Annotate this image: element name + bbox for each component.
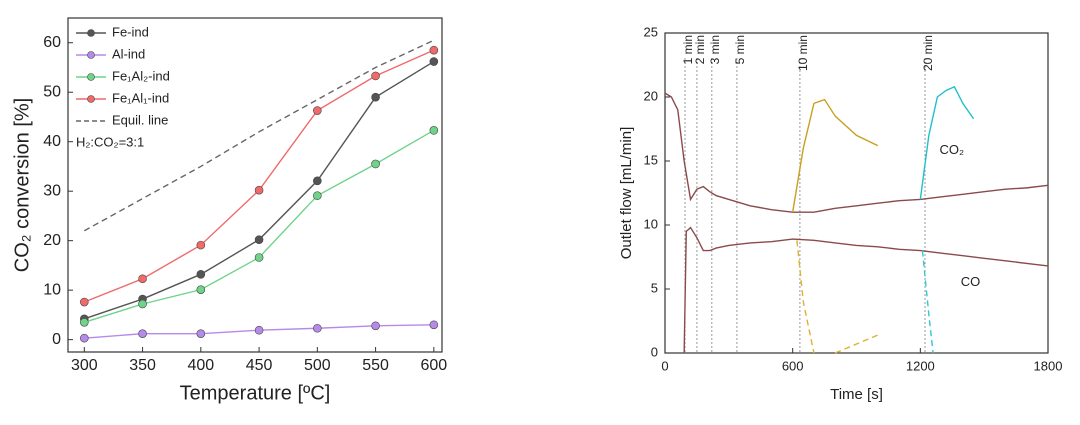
data-point <box>80 297 89 307</box>
data-point <box>138 299 147 309</box>
data-point <box>371 321 380 331</box>
series-line <box>83 39 435 232</box>
y-tick-label: 5 <box>651 280 658 295</box>
data-point <box>138 274 147 284</box>
data-point <box>254 235 264 244</box>
x-tick-label: 550 <box>362 357 389 374</box>
x-tick-label: 0 <box>661 358 668 373</box>
series-line <box>664 92 1049 213</box>
data-point <box>371 71 380 81</box>
legend-label: Fe₁Al₂-ind <box>112 68 170 83</box>
data-point <box>196 329 206 338</box>
y-tick-label: 10 <box>644 216 658 231</box>
series-label: CO₂ <box>939 142 964 157</box>
time-marker-label: 1 min <box>681 35 695 64</box>
data-point <box>138 329 147 338</box>
series-line <box>683 226 1049 354</box>
data-point <box>371 159 380 169</box>
series-line <box>791 98 879 213</box>
x-tick-label: 600 <box>420 357 447 374</box>
data-point <box>80 333 89 343</box>
time-marker-label: 3 min <box>708 35 722 64</box>
y-tick-label: 25 <box>644 24 658 39</box>
legend-label: Fe-ind <box>112 24 149 39</box>
series-line <box>921 250 934 354</box>
data-point <box>371 92 380 102</box>
legend-marker <box>87 73 95 81</box>
x-tick-label: 500 <box>304 357 331 374</box>
data-point <box>254 253 264 262</box>
series-line <box>796 240 879 354</box>
data-point <box>254 325 264 335</box>
y-tick-label: 60 <box>43 34 61 51</box>
x-axis-label: Temperature [ºC] <box>180 382 331 404</box>
plot-frame <box>67 17 443 353</box>
y-tick-label: 20 <box>43 232 61 249</box>
data-point <box>313 323 322 333</box>
x-tick-label: 350 <box>129 357 156 374</box>
data-point <box>196 270 206 279</box>
legend-label: Al-ind <box>112 46 145 61</box>
y-tick-label: 40 <box>43 133 61 150</box>
annotation: H₂:CO₂=3:1 <box>76 134 144 149</box>
x-tick-label: 600 <box>782 358 804 373</box>
data-point <box>196 285 206 294</box>
data-point <box>429 45 439 55</box>
x-tick-label: 400 <box>187 357 214 374</box>
data-point <box>429 57 439 66</box>
legend-marker <box>87 29 95 37</box>
y-tick-label: 50 <box>43 83 61 100</box>
legend-label: Fe₁Al₁-ind <box>112 90 169 105</box>
time-marker-label: 5 min <box>733 35 747 64</box>
series-line <box>84 49 435 303</box>
y-tick-label: 15 <box>644 152 658 167</box>
y-axis-label: CO₂ conversion [%] <box>11 98 33 273</box>
x-tick-label: 450 <box>246 357 273 374</box>
data-point <box>313 176 322 186</box>
data-point <box>429 320 439 330</box>
y-tick-label: 30 <box>43 182 61 199</box>
y-tick-label: 0 <box>52 331 61 348</box>
legend-marker <box>87 95 95 103</box>
legend-label: Equil. line <box>112 112 168 127</box>
legend-marker <box>87 51 95 59</box>
data-point <box>313 106 322 115</box>
x-tick-label: 300 <box>71 357 98 374</box>
data-point <box>196 240 206 250</box>
series-line <box>84 129 435 323</box>
y-tick-label: 10 <box>43 281 61 298</box>
y-tick-label: 20 <box>644 88 658 103</box>
x-axis-label: Time [s] <box>830 386 883 403</box>
time-marker-label: 2 min <box>693 35 707 64</box>
series-label: CO <box>961 274 981 289</box>
data-point <box>80 318 89 327</box>
data-point <box>429 126 439 135</box>
time-marker-label: 10 min <box>796 35 810 71</box>
data-point <box>313 191 322 200</box>
series-line <box>919 85 975 200</box>
plot-frame <box>664 32 1049 354</box>
y-tick-label: 0 <box>651 344 658 359</box>
data-point <box>254 185 264 195</box>
x-tick-label: 1200 <box>906 358 935 373</box>
y-axis-label: Outlet flow [mL/min] <box>618 127 635 260</box>
time-marker-label: 20 min <box>921 35 935 71</box>
x-tick-label: 1800 <box>1034 358 1063 373</box>
